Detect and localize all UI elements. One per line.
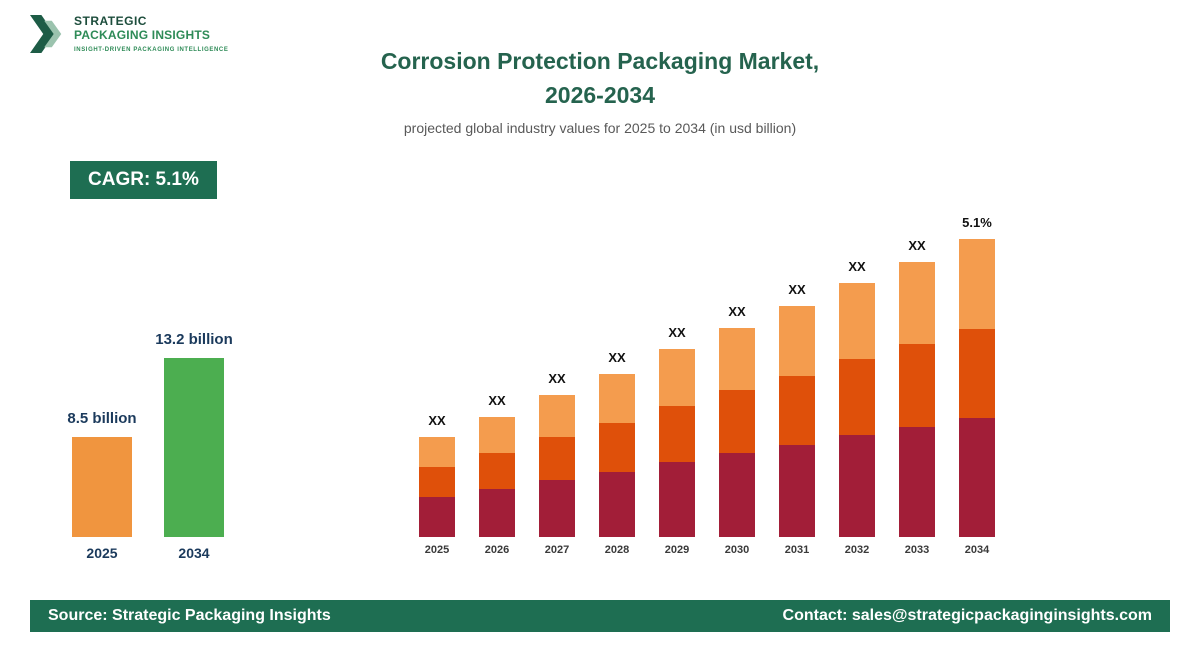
bar-value-label: 5.1% bbox=[962, 215, 992, 230]
stacked-bar-column: XX 2028 bbox=[599, 350, 635, 557]
bar-segment-top bbox=[479, 417, 515, 453]
title-block: Corrosion Protection Packaging Market, 2… bbox=[0, 44, 1200, 136]
stacked-bar bbox=[479, 417, 515, 537]
bar-segment-middle bbox=[779, 376, 815, 445]
stacked-bar-column: XX 2026 bbox=[479, 393, 515, 557]
stacked-bar-column: XX 2030 bbox=[719, 304, 755, 557]
bar-year-label: 2034 bbox=[964, 544, 990, 556]
stacked-bar-column: 5.1% 2034 bbox=[959, 215, 995, 557]
stacked-bar-column: XX 2027 bbox=[539, 371, 575, 557]
mini-bar bbox=[164, 358, 224, 537]
bar-segment-top bbox=[599, 374, 635, 423]
stacked-bar-column: XX 2033 bbox=[899, 238, 935, 557]
bar-value-label: XX bbox=[788, 282, 806, 297]
bar-segment-middle bbox=[899, 344, 935, 427]
bar-year-label: 2029 bbox=[664, 544, 690, 556]
bar-segment-base bbox=[479, 489, 515, 537]
mini-chart: 8.5 billion 2025 13.2 billion 2034 bbox=[67, 331, 233, 561]
page-title-line1: Corrosion Protection Packaging Market, bbox=[380, 48, 820, 74]
bar-segment-base bbox=[719, 453, 755, 537]
bar-segment-top bbox=[959, 239, 995, 329]
mini-bar-column: 8.5 billion 2025 bbox=[67, 410, 136, 561]
bar-segment-middle bbox=[599, 423, 635, 472]
brand-logo-text: STRATEGIC PACKAGING INSIGHTS INSIGHT-DRI… bbox=[74, 14, 228, 53]
mini-bar-value-label: 8.5 billion bbox=[67, 410, 137, 427]
bar-segment-top bbox=[539, 395, 575, 437]
bar-segment-base bbox=[539, 480, 575, 537]
bar-year-label: 2028 bbox=[604, 544, 630, 556]
stacked-bar-column: XX 2031 bbox=[779, 282, 815, 557]
bar-segment-base bbox=[659, 462, 695, 537]
mini-bar-year-label: 2025 bbox=[86, 545, 118, 561]
stacked-bar bbox=[839, 283, 875, 537]
bar-year-label: 2026 bbox=[484, 544, 510, 556]
bar-year-label: 2031 bbox=[784, 544, 810, 556]
bar-value-label: XX bbox=[428, 413, 446, 428]
bar-segment-top bbox=[839, 283, 875, 359]
mini-bar-value-label: 13.2 billion bbox=[155, 331, 233, 348]
page-subtitle: projected global industry values for 202… bbox=[403, 120, 797, 136]
bar-year-label: 2025 bbox=[424, 544, 450, 556]
brand-name-line2: PACKAGING INSIGHTS bbox=[74, 28, 211, 42]
mini-bar-column: 13.2 billion 2034 bbox=[155, 331, 233, 561]
bar-segment-middle bbox=[719, 390, 755, 453]
bar-segment-base bbox=[899, 427, 935, 537]
footer-bar: Source: Strategic Packaging Insights Con… bbox=[30, 600, 1170, 632]
bar-segment-base bbox=[779, 445, 815, 537]
bar-value-label: XX bbox=[488, 393, 506, 408]
bar-year-label: 2027 bbox=[544, 544, 570, 556]
bar-segment-middle bbox=[539, 437, 575, 480]
bar-segment-top bbox=[659, 349, 695, 406]
mini-bar-year-label: 2034 bbox=[178, 545, 210, 561]
bar-segment-middle bbox=[959, 329, 995, 418]
stacked-bar bbox=[419, 437, 455, 537]
bar-segment-middle bbox=[419, 467, 455, 497]
bar-segment-top bbox=[719, 328, 755, 390]
stacked-bar bbox=[719, 328, 755, 537]
stacked-bar bbox=[959, 239, 995, 537]
bar-segment-top bbox=[779, 306, 815, 376]
bar-segment-middle bbox=[839, 359, 875, 435]
bar-value-label: XX bbox=[668, 325, 686, 340]
bar-year-label: 2030 bbox=[724, 544, 750, 556]
bar-segment-base bbox=[599, 472, 635, 537]
footer-source-text: Source: Strategic Packaging Insights bbox=[48, 607, 331, 624]
bar-value-label: XX bbox=[848, 259, 866, 274]
bar-value-label: XX bbox=[908, 238, 926, 253]
brand-logo: STRATEGIC PACKAGING INSIGHTS INSIGHT-DRI… bbox=[30, 14, 228, 59]
bar-value-label: XX bbox=[608, 350, 626, 365]
bar-segment-middle bbox=[659, 406, 695, 462]
chevron-arrows-icon bbox=[30, 14, 66, 59]
stacked-bar-column: XX 2029 bbox=[659, 325, 695, 557]
footer-contact-text: Contact: sales@strategicpackaginginsight… bbox=[782, 607, 1152, 624]
cagr-badge: CAGR: 5.1% bbox=[70, 161, 217, 199]
bar-year-label: 2033 bbox=[904, 544, 930, 556]
stacked-bar bbox=[599, 374, 635, 537]
bar-year-label: 2032 bbox=[844, 544, 870, 556]
bar-segment-top bbox=[419, 437, 455, 467]
bar-value-label: XX bbox=[548, 371, 566, 386]
page-title-line2: 2026-2034 bbox=[545, 82, 655, 108]
bar-segment-base bbox=[419, 497, 455, 537]
mini-bar bbox=[72, 437, 132, 537]
bar-value-label: XX bbox=[728, 304, 746, 319]
bar-segment-middle bbox=[479, 453, 515, 489]
stacked-bar bbox=[899, 262, 935, 537]
bar-segment-base bbox=[839, 435, 875, 537]
stacked-bar bbox=[539, 395, 575, 537]
brand-tagline: INSIGHT-DRIVEN PACKAGING INTELLIGENCE bbox=[74, 47, 229, 53]
brand-name-line1: STRATEGIC bbox=[74, 14, 147, 28]
stacked-bar-column: XX 2032 bbox=[839, 259, 875, 557]
bar-segment-top bbox=[899, 262, 935, 344]
main-chart: XX 2025 XX 2026 XX 2027 XX 2028 XX 2029 XX 2030 XX 20… bbox=[419, 215, 995, 557]
stacked-bar bbox=[779, 306, 815, 537]
stacked-bar bbox=[659, 349, 695, 537]
stacked-bar-column: XX 2025 bbox=[419, 413, 455, 557]
bar-segment-base bbox=[959, 418, 995, 537]
